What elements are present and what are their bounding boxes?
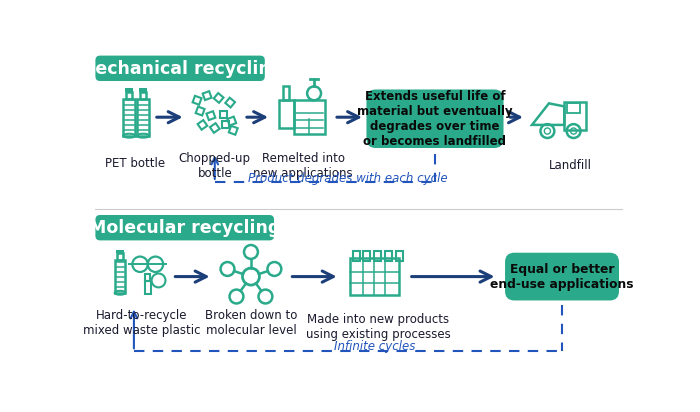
Bar	[140, 92, 146, 99]
Text: Broken down to
molecular level: Broken down to molecular level	[205, 309, 297, 337]
Bar	[193, 96, 202, 105]
Bar	[395, 251, 402, 261]
Bar	[568, 103, 580, 112]
Text: Molecular recycling: Molecular recycling	[89, 219, 281, 237]
Bar	[363, 251, 370, 261]
Bar	[145, 281, 151, 293]
Bar	[214, 93, 223, 103]
Bar	[229, 126, 238, 135]
Bar	[228, 117, 236, 126]
Bar	[374, 251, 381, 261]
Bar	[123, 99, 135, 136]
Bar	[210, 123, 220, 133]
Text: Landfill: Landfill	[549, 159, 592, 172]
Bar	[196, 107, 204, 115]
Text: Product degrades with each cycle: Product degrades with each cycle	[248, 171, 448, 185]
Bar	[146, 274, 150, 281]
Bar	[222, 121, 229, 128]
FancyBboxPatch shape	[95, 215, 274, 240]
Bar	[117, 253, 123, 260]
Bar	[294, 100, 325, 134]
Bar	[137, 99, 149, 136]
Bar	[220, 111, 227, 117]
Text: Infinite cycles: Infinite cycles	[334, 340, 416, 353]
Bar	[564, 102, 586, 129]
Text: Extends useful life of
material but eventually
degrades over time
or becomes lan: Extends useful life of material but even…	[357, 90, 513, 148]
Text: Remelted into
new applications: Remelted into new applications	[253, 152, 353, 180]
Text: Made into new products
using existing processes: Made into new products using existing pr…	[306, 313, 450, 341]
Bar	[385, 251, 392, 261]
Bar	[206, 111, 216, 120]
Bar	[125, 88, 133, 92]
Text: Mechanical recycling: Mechanical recycling	[78, 60, 283, 78]
Text: Chopped-up
bottle: Chopped-up bottle	[178, 152, 251, 180]
Text: PET bottle: PET bottle	[106, 157, 165, 170]
Text: Equal or better
end-use applications: Equal or better end-use applications	[490, 262, 634, 290]
Bar	[225, 98, 235, 108]
Bar	[353, 251, 360, 261]
Bar	[126, 92, 132, 99]
Bar	[197, 120, 207, 130]
FancyBboxPatch shape	[95, 56, 265, 81]
Text: Hard-to-recycle
mixed waste plastic: Hard-to-recycle mixed waste plastic	[83, 309, 200, 337]
Bar	[279, 100, 294, 128]
Bar	[202, 91, 211, 100]
Bar	[116, 250, 124, 253]
Bar	[115, 260, 125, 293]
Bar	[139, 88, 147, 92]
Bar	[284, 87, 290, 100]
FancyBboxPatch shape	[367, 89, 503, 148]
Bar	[349, 258, 399, 295]
FancyBboxPatch shape	[505, 253, 619, 300]
